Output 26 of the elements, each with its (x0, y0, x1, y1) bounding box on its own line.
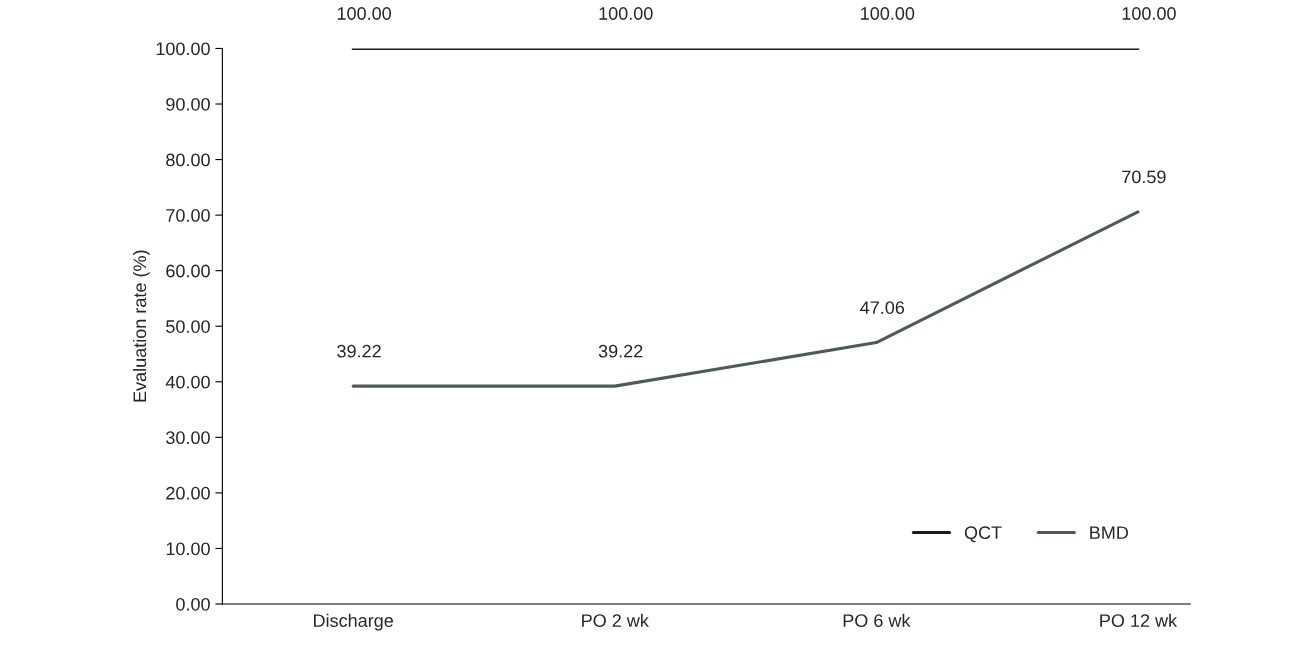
y-tick-label: 80.00 (166, 153, 210, 167)
y-tick-label: 40.00 (165, 375, 210, 389)
x-tick-label: PO 12 wk (1100, 613, 1178, 627)
x-tick-label: PO 6 wk (843, 613, 911, 627)
legend-label: BMD (1090, 526, 1129, 539)
y-tick-label: 20.00 (166, 486, 210, 500)
y-tick-label: 70.00 (166, 209, 210, 222)
data-label: 100.00 (337, 7, 392, 20)
y-tick-label: 50.00 (166, 320, 210, 333)
y-tick-label: 90.00 (166, 97, 210, 111)
x-tick-label: PO 2 wk (582, 613, 649, 627)
y-axis-title: Evaluation rate (%) (132, 250, 150, 402)
data-label: 47.06 (860, 301, 905, 314)
y-tick-label: 100.00 (156, 42, 210, 56)
y-tick-label: 10.00 (166, 542, 210, 556)
x-tick-label: Discharge (314, 613, 393, 631)
y-tick-label: 0.00 (176, 597, 210, 611)
data-label: 100.00 (599, 7, 653, 20)
data-label: 100.00 (861, 7, 915, 20)
data-label: 39.22 (598, 344, 643, 358)
data-label: 100.00 (1122, 7, 1176, 20)
y-tick-label: 60.00 (166, 264, 210, 278)
y-tick-label: 30.00 (166, 431, 210, 445)
data-label: 39.22 (337, 344, 381, 358)
legend-label: QCT (964, 526, 1002, 543)
data-label: 70.59 (1122, 170, 1166, 184)
